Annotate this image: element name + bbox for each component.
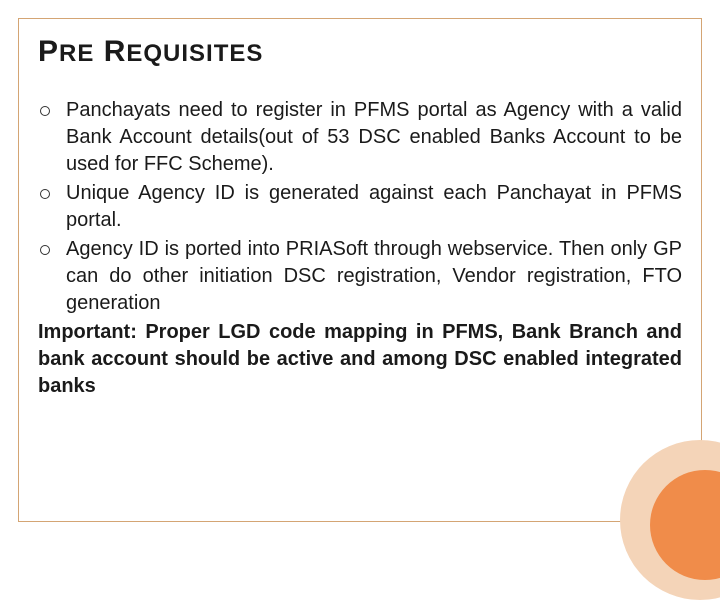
title-part-4: EQUISITES [126,40,263,67]
bullet-list: Panchayats need to register in PFMS port… [38,97,682,317]
important-note: Important: Proper LGD code mapping in PF… [38,319,682,400]
list-item: Agency ID is ported into PRIASoft throug… [66,236,682,317]
title-part-1: P [38,35,59,68]
slide-content: PRE REQUISITES Panchayats need to regist… [38,35,682,400]
slide-title: PRE REQUISITES [38,35,682,69]
title-part-2: RE [59,40,94,67]
list-item: Unique Agency ID is generated against ea… [66,180,682,234]
list-item: Panchayats need to register in PFMS port… [66,97,682,178]
title-part-3: R [104,35,127,68]
title-space [94,35,103,68]
